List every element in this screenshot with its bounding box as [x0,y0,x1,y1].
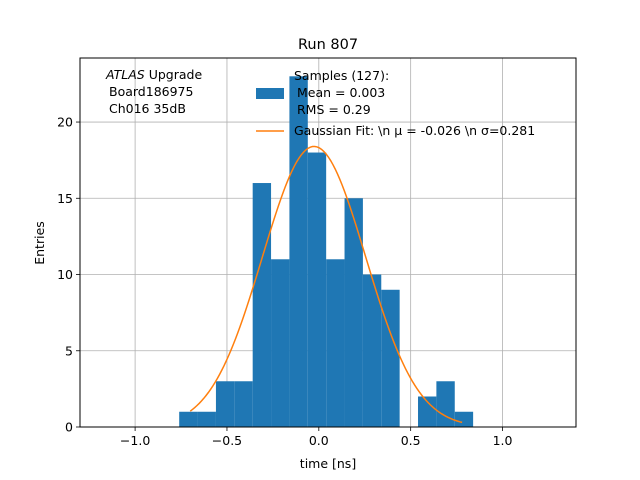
x-tick-label-0: −1.0 [120,433,150,448]
histogram-bar-1 [197,411,216,427]
x-tick-label-3: 0.5 [401,433,421,448]
y-tick-label-3: 15 [57,191,73,206]
histogram-bar-14 [436,381,455,427]
y-tick-label-4: 20 [57,115,73,130]
x-tick-label-1: −0.5 [212,433,242,448]
histogram-bar-4 [252,183,272,427]
legend-hist-line-2: Mean = 0.003 [297,85,385,100]
axis-ticks: −1.0 −0.5 0.0 0.5 1.0 0 5 10 15 20 [57,115,512,448]
y-tick-label-2: 10 [57,267,73,282]
histogram-bar-10 [362,274,382,427]
y-tick-label-1: 5 [65,343,73,358]
histogram-bar-2 [215,381,235,427]
histogram-bar-3 [234,381,253,427]
legend: Samples (127): Mean = 0.003 RMS = 0.29 G… [256,68,535,138]
histogram-bar-15 [454,411,474,427]
annotation-italic-word: ATLAS [105,67,145,82]
histogram-bar-7 [307,152,327,428]
y-axis-label: Entries [32,221,47,265]
histogram-bar-6 [289,76,308,428]
annotation-line-2: Board186975 [109,84,193,99]
legend-hist-patch [256,88,284,99]
plot-frame [79,57,577,428]
legend-hist-line-3: RMS = 0.29 [297,102,371,117]
annotation-box: ATLAS Upgrade Board186975 Ch016 35dB [105,67,202,116]
histogram-bar-11 [381,289,400,427]
gaussian-fit-line [189,145,463,424]
histogram-bar-5 [271,259,290,427]
x-axis-label: time [ns] [300,456,356,471]
annotation-rest: Upgrade [145,67,203,82]
annotation-line-3: Ch016 35dB [109,101,186,116]
legend-fit-label: Gaussian Fit: \n μ = -0.026 \n σ=0.281 [294,123,535,138]
legend-hist-line-1: Samples (127): [294,68,389,83]
y-tick-label-0: 0 [65,420,73,435]
histogram-bar-9 [344,198,363,427]
x-tick-label-4: 1.0 [493,433,513,448]
histogram-bar-0 [179,411,198,427]
histogram-bar-8 [326,259,345,427]
histogram-bar-13 [418,396,437,427]
x-tick-label-2: 0.0 [309,433,329,448]
annotation-line-1: ATLAS Upgrade [105,67,202,82]
chart-title: Run 807 [298,37,358,53]
